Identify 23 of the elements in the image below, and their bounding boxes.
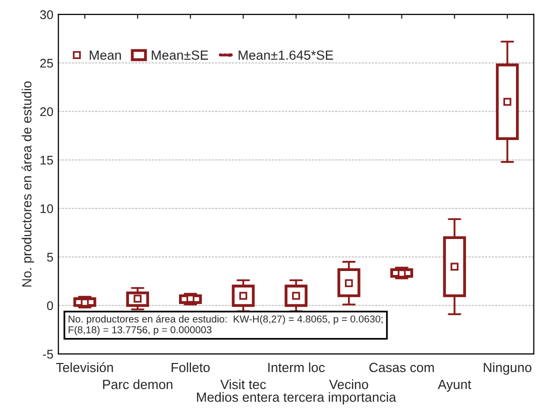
x-tick-label: Interm loc	[268, 362, 325, 372]
y-tick-label: 15	[40, 156, 53, 165]
y-tick-label: 10	[40, 204, 54, 214]
annotation: Mean	[90, 50, 121, 60]
annotation: Mean±1.645*SE	[238, 50, 334, 60]
x-tick-label: Folleto	[172, 362, 210, 372]
x-tick-label: Ninguno	[484, 362, 532, 375]
y-tick-label: 20	[40, 107, 54, 116]
x-tick-label: Casas com	[369, 362, 434, 372]
y-tick-label: 0	[47, 301, 54, 310]
x-tick-label: Ayunt	[438, 380, 472, 392]
x-tick-label: Visit tec	[220, 379, 266, 390]
y-tick-label: -5	[42, 350, 53, 359]
y-tick-label: 25	[40, 58, 53, 68]
x-tick-label: Vecino	[329, 379, 368, 390]
x-tick-label: Televisión	[56, 362, 113, 372]
annotation: No. productores en área de estudio: KW-H(8,27) = 4.8065, p = 0.0630; F(8,18) = 13.7756, p = 0.000003	[68, 315, 383, 336]
y-tick-label: 30	[40, 10, 54, 20]
x-axis-title: Medios entera tercera importancia	[197, 392, 396, 404]
annotation: Mean±SE	[152, 50, 208, 60]
x-tick-label: Parc demon	[103, 379, 172, 390]
y-axis-title: No. productores en área de estudio	[22, 81, 34, 287]
y-tick-label: 5	[47, 252, 53, 262]
